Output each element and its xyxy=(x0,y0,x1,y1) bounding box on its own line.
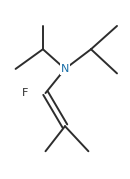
Text: F: F xyxy=(22,88,29,98)
Text: N: N xyxy=(61,64,69,74)
